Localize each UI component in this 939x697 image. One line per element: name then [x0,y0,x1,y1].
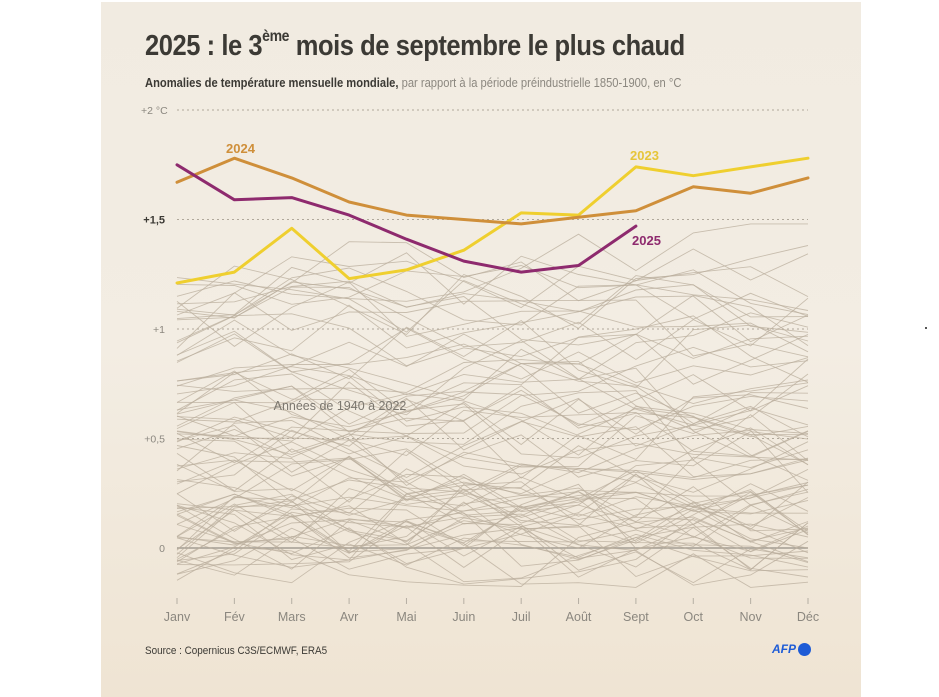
subtitle-bold: Anomalies de température mensuelle mondi… [145,75,399,90]
x-tick-label: Fév [224,610,246,624]
history-line [176,292,809,349]
highlight-series [175,156,810,285]
history-line [176,375,809,461]
history-line [176,505,809,575]
history-line [176,513,809,578]
history-line [176,327,809,384]
history-line [176,425,809,482]
history-line [176,366,809,458]
title-main: 2025 : le 3 [145,30,263,62]
history-line [176,265,809,316]
history-line [176,429,809,495]
chart-title: 2025 : le 3ème mois de septembre le plus… [145,28,686,63]
x-tick-label: Janv [164,610,191,624]
history-line [176,333,809,393]
series-label-2024: 2024 [226,141,256,156]
x-tick-label: Oct [684,610,704,624]
history-line [176,481,809,552]
history-line [176,241,809,316]
x-tick-label: Mars [278,610,306,624]
history-line [176,459,809,561]
history-line [176,394,809,446]
y-tick-label: +1,5 [143,215,165,227]
subtitle-rest: par rapport à la période préindustrielle… [398,75,682,90]
history-line [176,363,809,438]
history-line [176,427,809,487]
history-line [176,441,809,498]
history-line [176,493,809,583]
chart-subtitle: Anomalies de température mensuelle mondi… [145,75,681,90]
history-line [176,333,809,404]
x-tick-label: Mai [396,610,416,624]
history-line [176,465,809,543]
afp-logo-dot-icon [798,642,811,656]
history-annotation: Années de 1940 à 2022 [274,399,407,413]
history-line [176,479,809,559]
x-tick-label: Juil [512,610,531,624]
history-line [176,223,808,302]
history-line [176,445,809,515]
series-line-2024 [175,156,810,226]
x-tick-label: Nov [740,610,763,624]
x-tick-label: Juin [452,610,475,624]
title-rest: mois de septembre le plus chaud [289,30,686,62]
chart-card [101,2,861,697]
history-line [176,252,809,320]
y-tick-label: +0,5 [144,434,165,446]
history-line [176,450,809,518]
history-line [176,346,809,434]
chart-labels: +2 °C +1,5 +1 +0,5 0 Janv Fév Mars Avr Mai Juin Jui… [141,105,819,624]
history-line [176,511,809,568]
grid-lines [176,109,809,604]
history-line [176,506,809,568]
afp-logo-text: AFP [772,642,796,656]
stray-dot [925,327,927,329]
series-label-2025: 2025 [632,233,661,248]
title-superscript: ème [262,28,290,45]
x-tick-label: Sept [623,610,649,624]
history-line [176,491,809,568]
history-line [176,256,809,316]
history-line [176,448,809,508]
history-line [176,315,809,409]
x-tick-label: Août [566,610,592,624]
history-line [176,319,809,389]
series-line-2023 [175,156,810,285]
y-tick-label: 0 [159,543,165,555]
y-tick-label: +1 [153,324,165,336]
history-line [176,267,809,342]
source-note: Source : Copernicus C3S/ECMWF, ERA5 [145,645,328,657]
x-tick-label: Avr [340,610,359,624]
history-line [176,520,809,578]
y-tick-label: +2 °C [141,105,168,117]
history-line [176,275,809,333]
series-line-2025 [175,163,638,274]
history-line [176,284,809,362]
history-line [176,463,809,530]
history-line [176,391,809,437]
series-label-2023: 2023 [630,148,659,163]
history-line [176,392,809,455]
historical-lines [176,223,809,588]
history-line [176,429,809,483]
history-line [176,339,809,426]
history-line [176,373,809,468]
history-line [176,312,809,401]
history-line [176,473,809,543]
afp-logo: AFP [772,642,811,656]
history-line [176,360,809,431]
history-line [176,491,809,555]
history-line [176,438,809,518]
history-line [176,420,809,479]
history-line [176,455,809,525]
x-tick-label: Déc [797,610,819,624]
history-line [176,473,809,549]
history-line [176,516,809,587]
